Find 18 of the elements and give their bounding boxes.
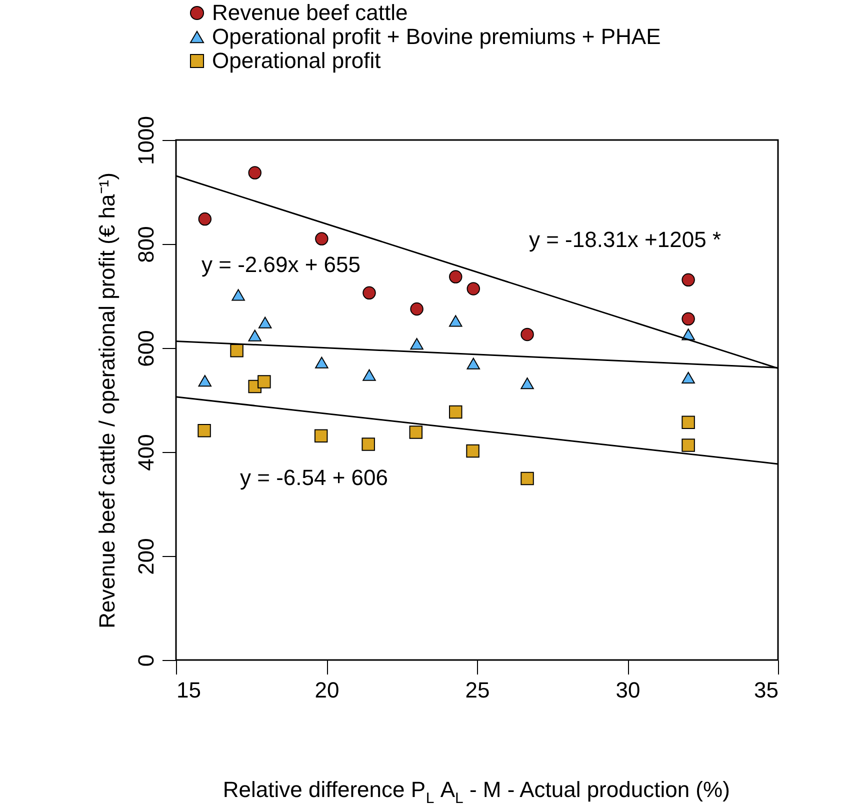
legend-label: Revenue beef cattle	[212, 0, 408, 25]
y-tick-label: 600	[134, 330, 158, 367]
y-tick-label: 800	[134, 226, 158, 263]
annotation: y = -2.69x + 655	[202, 252, 360, 277]
y-tick-label: 1000	[134, 116, 158, 165]
x-tick-label: 15	[176, 678, 201, 702]
annotation: y = -18.31x +1205 *	[528, 227, 722, 252]
legend-label: Operational profit	[212, 48, 381, 73]
legend-label: Operational profit + Bovine premiums + PHAE	[212, 24, 661, 49]
y-tick-label: 0	[134, 654, 158, 667]
y-axis-title: Revenue beef cattle / operational profit (€ ha⁻¹)	[94, 172, 120, 628]
x-tick-label: 35	[754, 678, 778, 702]
y-tick-label: 200	[134, 538, 158, 575]
x-tick-label: 20	[314, 678, 340, 702]
y-tick-label: 400	[134, 434, 158, 471]
x-tick-label: 30	[616, 678, 640, 702]
x-tick-label: 25	[465, 678, 490, 702]
annotation: y = -6.54 + 606	[240, 465, 388, 490]
